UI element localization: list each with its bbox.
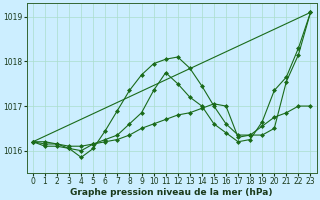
X-axis label: Graphe pression niveau de la mer (hPa): Graphe pression niveau de la mer (hPa): [70, 188, 273, 197]
